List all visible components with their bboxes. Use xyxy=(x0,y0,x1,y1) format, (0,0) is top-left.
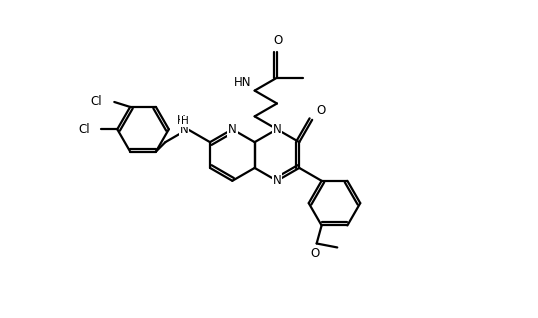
Text: O: O xyxy=(310,247,319,260)
Text: H: H xyxy=(177,114,186,127)
Text: O: O xyxy=(273,34,282,47)
Text: N: N xyxy=(273,123,281,136)
Text: N: N xyxy=(180,123,189,136)
Text: Cl: Cl xyxy=(91,95,102,108)
Text: H: H xyxy=(181,116,189,126)
Text: HN: HN xyxy=(234,76,252,89)
Text: Cl: Cl xyxy=(78,123,89,136)
Text: O: O xyxy=(316,104,325,117)
Text: N: N xyxy=(228,123,237,136)
Text: N: N xyxy=(273,174,281,187)
